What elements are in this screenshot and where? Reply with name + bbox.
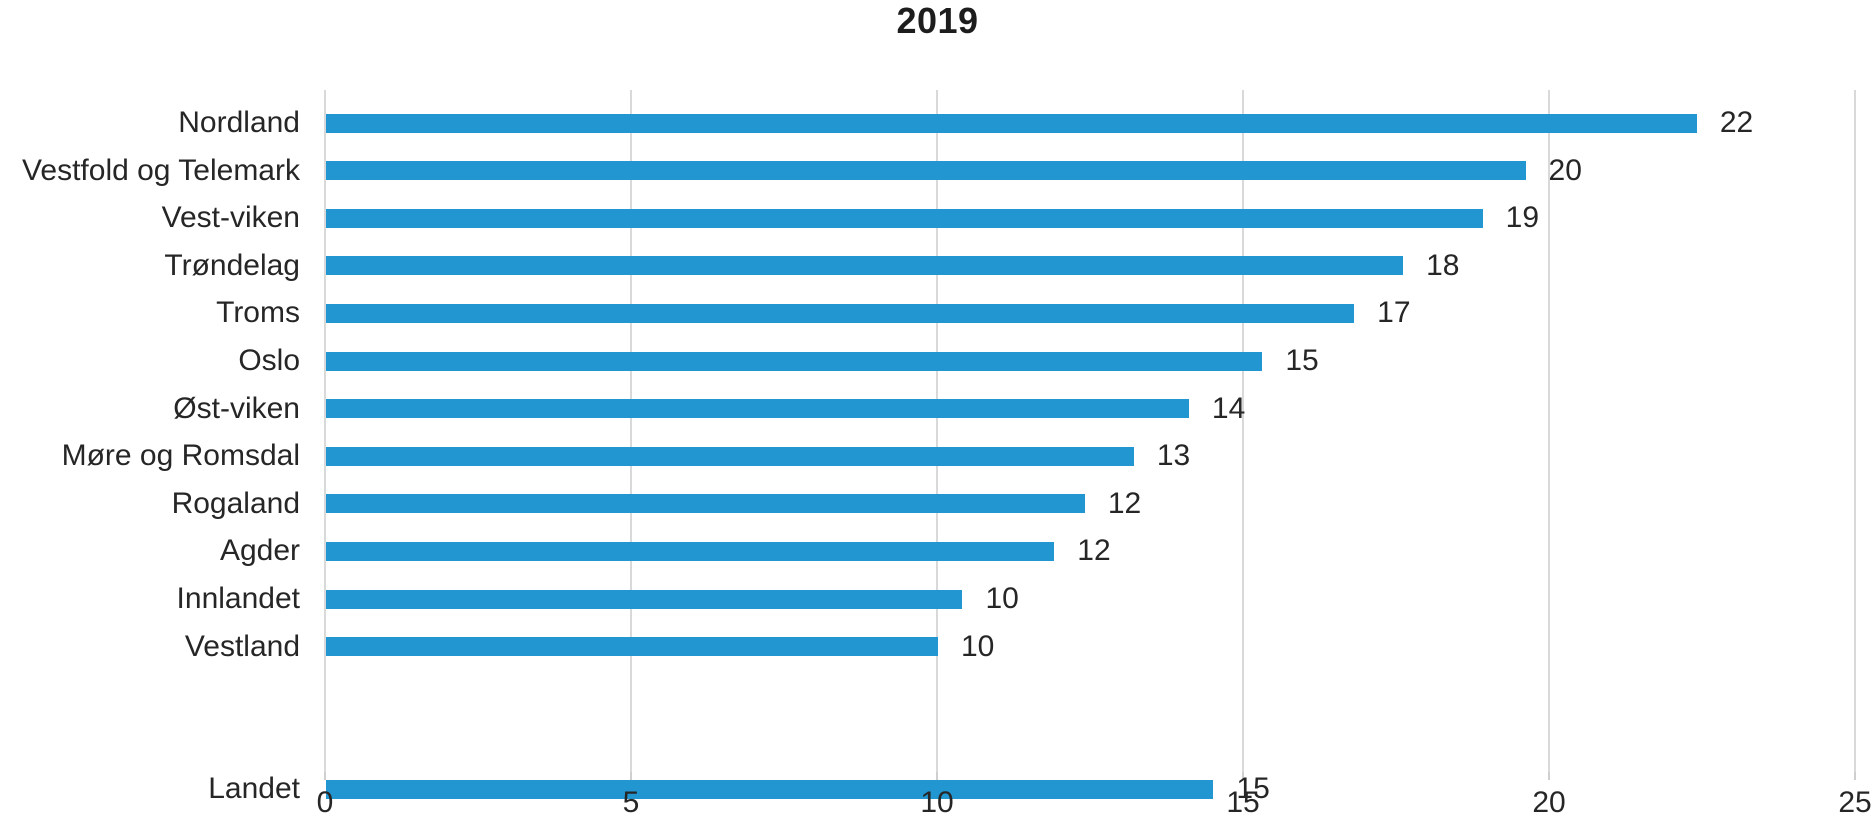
bar [326, 113, 1697, 133]
bar [326, 351, 1263, 371]
chart-title: 2019 [896, 0, 979, 41]
category-label: Vestland [184, 629, 300, 663]
bar-value-label: 15 [1285, 344, 1319, 377]
x-tick-15 [1242, 772, 1244, 780]
bar [326, 161, 1526, 181]
bar-value-label: 17 [1377, 296, 1411, 330]
bar-value-label: 18 [1426, 248, 1460, 282]
gridline-5 [630, 90, 632, 772]
bar [326, 779, 1214, 799]
bar [326, 303, 1355, 323]
category-label: Nordland [178, 106, 300, 139]
bar-value-label: 13 [1156, 439, 1191, 473]
bar [326, 208, 1483, 228]
bar [326, 399, 1189, 419]
gridline-25 [1854, 90, 1856, 772]
bar-value-label: 15 [1236, 772, 1270, 806]
bar-value-label: 12 [1077, 534, 1111, 568]
x-tick-0 [324, 772, 326, 780]
bar [326, 494, 1085, 514]
bar-value-label: 10 [961, 629, 995, 663]
category-label: Rogaland [171, 486, 300, 520]
category-label: Øst-viken [173, 391, 300, 425]
bar [326, 446, 1134, 466]
bar-value-label: 22 [1719, 106, 1754, 139]
x-tick-label-5: 5 [622, 786, 640, 819]
category-label: Vestfold og Telemark [22, 153, 300, 187]
gridline-20 [1548, 90, 1550, 772]
category-label: Landet [208, 772, 300, 806]
x-tick-label-15: 15 [1226, 786, 1260, 819]
x-tick-10 [936, 772, 938, 780]
x-tick-label-20: 20 [1532, 786, 1566, 819]
bar-value-label: 19 [1505, 201, 1540, 235]
bar-value-label: 14 [1211, 391, 1246, 425]
plot-area: 22 20 19 18 17 15 14 13 12 12 10 10 15 [324, 90, 1856, 805]
bar [326, 637, 938, 657]
x-tick-20 [1548, 772, 1550, 780]
bar-value-label: 10 [985, 582, 1019, 615]
gridline-15 [1242, 90, 1244, 772]
category-label: Trøndelag [164, 248, 300, 282]
x-tick-25 [1854, 772, 1856, 780]
bar-value-label: 20 [1548, 153, 1582, 187]
category-label: Møre og Romsdal [61, 439, 300, 473]
bar [326, 541, 1055, 561]
x-tick-5 [630, 772, 632, 780]
gridline-10 [936, 90, 938, 772]
category-label: Oslo [238, 344, 300, 377]
gridline-0 [324, 90, 326, 772]
x-tick-label-25: 25 [1838, 786, 1872, 819]
bar [326, 256, 1404, 276]
category-label: Innlandet [176, 582, 300, 615]
bar [326, 589, 963, 609]
bar-value-label: 12 [1107, 486, 1142, 520]
category-label: Vest-viken [161, 201, 300, 235]
x-tick-label-0: 0 [316, 786, 334, 819]
x-tick-label-10: 10 [920, 786, 954, 819]
category-label: Agder [219, 534, 300, 568]
category-label: Troms [216, 296, 300, 330]
